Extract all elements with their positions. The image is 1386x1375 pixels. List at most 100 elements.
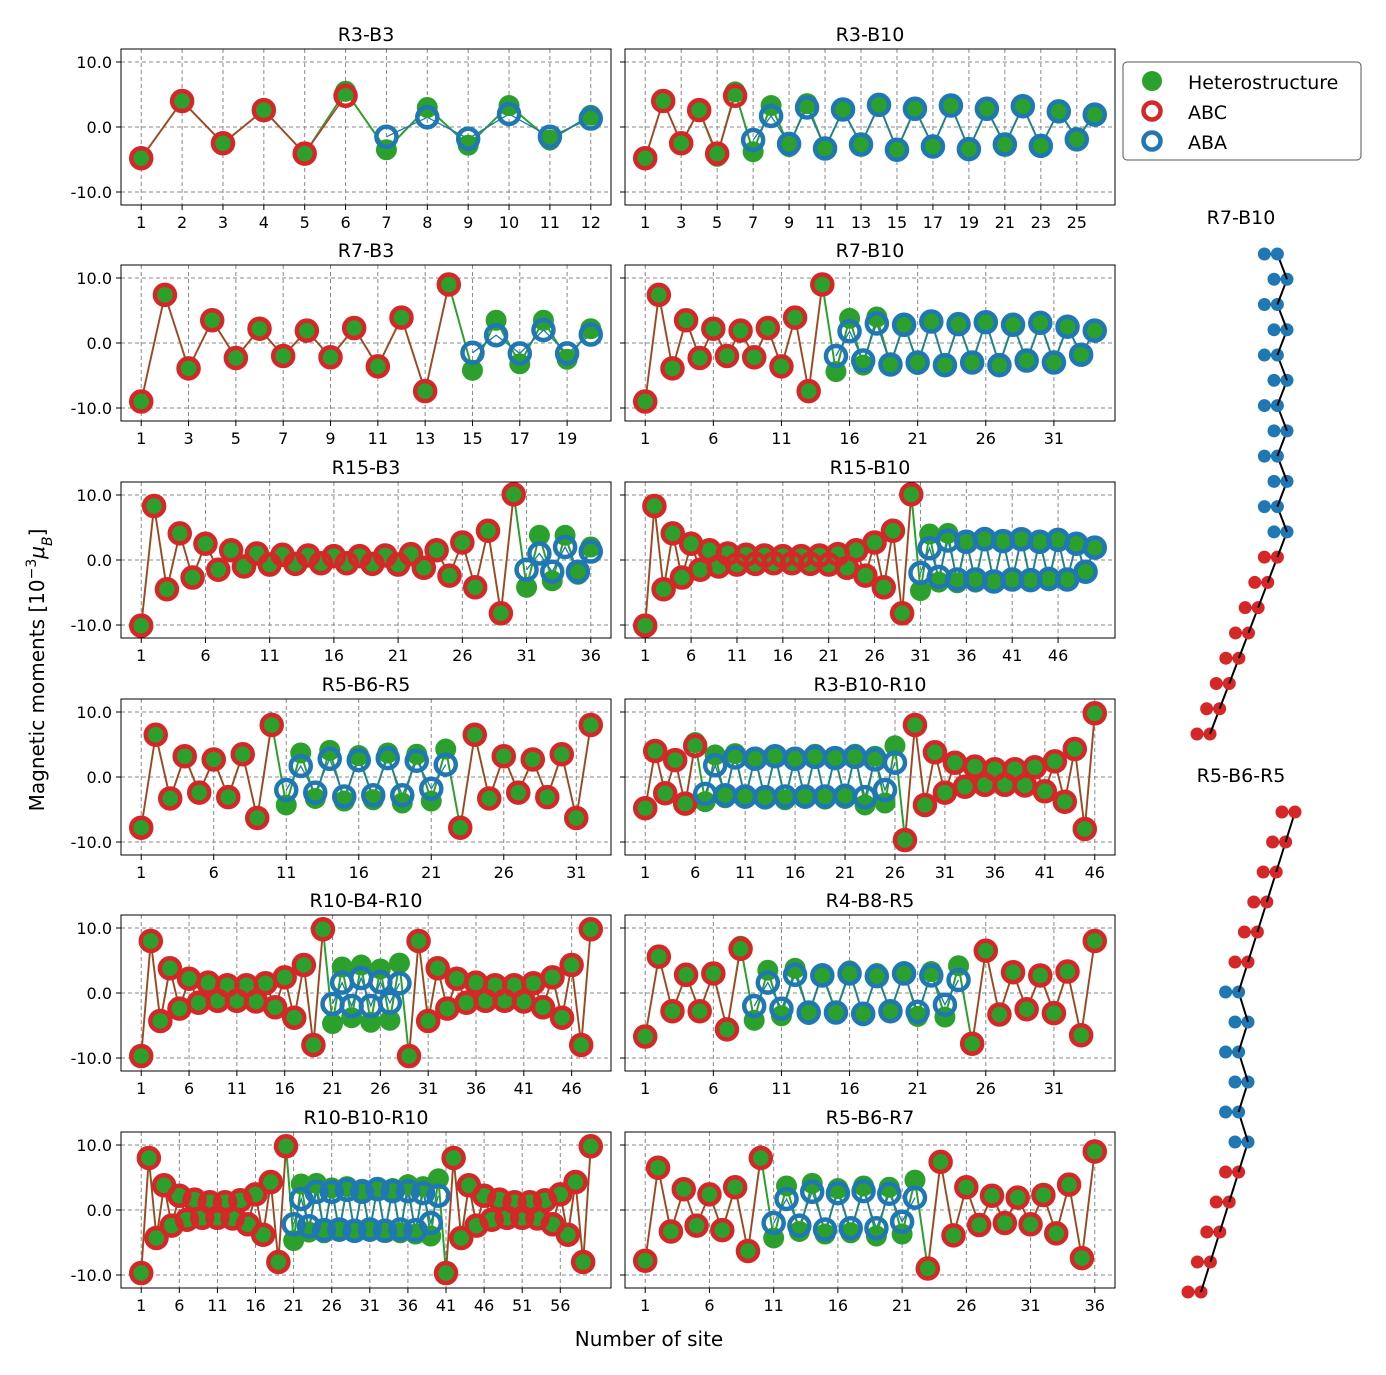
point-abc (672, 791, 698, 816)
x-tick-label: 25 (1067, 213, 1087, 232)
point-heterostructure (814, 137, 836, 159)
point-abc (477, 786, 502, 811)
point-abc (662, 747, 688, 773)
point-abc (728, 318, 753, 343)
point-heterostructure (845, 539, 867, 561)
x-tick-label: 7 (748, 213, 758, 232)
point-heterostructure (275, 1135, 297, 1157)
point-heterostructure (1070, 1024, 1092, 1046)
structure-diagrams: R7-B10 R5-B6-R5 (1181, 207, 1302, 1299)
point-heterostructure (702, 963, 724, 984)
point-abc (291, 952, 317, 978)
structure-site-aba (1257, 449, 1271, 463)
point-heterostructure (427, 957, 449, 979)
point-heterostructure (1056, 569, 1078, 590)
point-aba (395, 1178, 421, 1204)
structure-site-aba (1257, 247, 1271, 261)
point-heterostructure (904, 1169, 926, 1191)
x-tick-label: 31 (1020, 1296, 1040, 1315)
point-heterostructure (661, 357, 683, 379)
point-abc (157, 786, 183, 811)
point-abc (714, 1017, 740, 1042)
point-heterostructure (130, 391, 152, 412)
legend-marker-heterostructure (1142, 71, 1162, 91)
point-heterostructure (493, 745, 515, 767)
point-heterostructure (664, 749, 686, 771)
x-tick-label: 46 (1085, 863, 1105, 882)
point-abc (148, 1008, 173, 1034)
point-abc (559, 952, 584, 978)
point-aba (304, 1179, 329, 1205)
subplot-title: R5-B6-R5 (322, 674, 411, 696)
point-abc (294, 318, 320, 343)
point-heterostructure (1029, 964, 1051, 986)
axes-frame (624, 481, 1116, 639)
point-heterostructure (451, 531, 473, 553)
point-heterostructure (149, 1010, 171, 1032)
structure-site-abc (1181, 1285, 1195, 1299)
point-aba (372, 1218, 398, 1244)
subplot-title: R15-B10 (830, 457, 911, 479)
point-aba (877, 1181, 902, 1206)
x-tick-label: 5 (712, 213, 722, 232)
point-abc (341, 315, 367, 341)
x-tick-label: 31 (516, 646, 536, 665)
point-abc (396, 1043, 422, 1069)
point-aba (946, 967, 971, 993)
point-heterostructure (551, 1007, 573, 1029)
structure-site-aba (1267, 474, 1281, 488)
x-tick-label: 26 (494, 863, 514, 882)
point-abc (748, 1145, 774, 1171)
point-heterostructure (648, 284, 670, 306)
point-heterostructure (264, 996, 286, 1018)
x-tick-label: 9 (325, 429, 335, 448)
point-heterostructure (961, 1033, 983, 1055)
point-heterostructure (1054, 791, 1076, 813)
point-heterostructure (260, 1171, 282, 1193)
point-heterostructure (390, 307, 412, 329)
point-heterostructure (924, 741, 946, 763)
structure-site-abc (1200, 1225, 1214, 1239)
structure-site-abc (1219, 1165, 1233, 1179)
point-heterostructure (220, 539, 242, 561)
structure-site-aba (1267, 525, 1281, 539)
point-aba (554, 341, 580, 366)
point-abc (668, 131, 694, 156)
structure-r5-b6-r5: R5-B6-R5 (1181, 765, 1302, 1299)
point-heterostructure (652, 90, 674, 112)
point-abc (193, 531, 218, 556)
y-tick-label: 10.0 (76, 269, 112, 288)
axes-frame (120, 1131, 612, 1289)
point-heterostructure (293, 954, 315, 976)
axes-frame (120, 48, 612, 206)
point-abc (954, 1175, 979, 1200)
point-heterostructure (464, 724, 486, 746)
point-abc (871, 575, 897, 600)
point-heterostructure (294, 143, 316, 165)
y-tick-label: 10.0 (76, 486, 112, 505)
point-heterostructure (689, 1000, 711, 1022)
point-heterostructure (461, 359, 483, 381)
x-tick-label: 11 (727, 646, 747, 665)
y-tick-label: 0.0 (87, 1201, 112, 1220)
y-tick-label: -10.0 (71, 183, 112, 202)
point-aba (864, 1215, 889, 1241)
point-heterostructure (988, 1003, 1010, 1025)
point-abc (915, 1256, 941, 1281)
point-heterostructure (937, 522, 959, 544)
point-aba (578, 539, 604, 564)
point-heterostructure (197, 972, 219, 994)
point-heterostructure (522, 972, 544, 994)
point-aba (848, 132, 874, 157)
point-abc (1043, 1221, 1069, 1246)
point-aba (866, 92, 892, 118)
point-aba (799, 1179, 825, 1205)
point-aba (539, 559, 565, 584)
point-abc (686, 97, 712, 123)
structure-site-aba (1270, 247, 1284, 261)
legend-marker-abc (1141, 100, 1163, 122)
